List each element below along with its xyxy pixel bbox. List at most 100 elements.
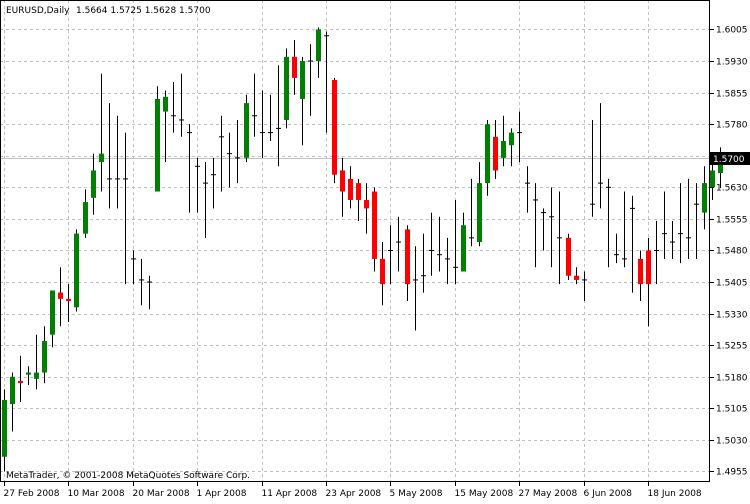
candle <box>34 334 39 390</box>
y-tick-label: 1.5030 <box>716 437 748 447</box>
x-tick-label: 23 Apr 2008 <box>326 489 382 499</box>
candle <box>219 115 224 192</box>
candle-body <box>300 61 305 99</box>
candle <box>598 103 603 209</box>
candle <box>308 44 313 116</box>
candle <box>396 216 401 272</box>
candle <box>356 178 361 222</box>
candle <box>18 355 23 403</box>
candle-body <box>509 132 514 146</box>
candle <box>469 178 474 247</box>
candle <box>477 162 482 247</box>
x-tick-label: 10 Mar 2008 <box>68 489 125 499</box>
candle <box>123 132 128 285</box>
candle <box>66 284 71 323</box>
candle <box>421 233 426 293</box>
candle-body <box>372 191 377 259</box>
candle <box>590 119 595 217</box>
candle-body <box>34 372 39 379</box>
candle <box>702 166 707 230</box>
candle <box>300 56 305 146</box>
candle-body <box>461 225 466 272</box>
candle <box>2 389 7 472</box>
candle-body <box>380 258 385 285</box>
candle-body <box>42 340 47 373</box>
candle-body <box>702 183 707 213</box>
candle <box>686 178 691 259</box>
x-tick-label: 15 May 2008 <box>455 489 514 499</box>
candle <box>372 187 377 272</box>
candle-body <box>284 56 289 120</box>
candle-body <box>99 153 104 163</box>
candle <box>622 191 627 268</box>
candle <box>549 187 554 268</box>
candle <box>131 250 136 285</box>
candle-body <box>74 233 79 308</box>
candle <box>163 90 168 163</box>
candle-body <box>66 298 71 301</box>
candle-body <box>91 170 96 198</box>
candle <box>566 233 571 280</box>
x-tick-label: 11 Apr 2008 <box>262 489 318 499</box>
y-tick-label: 1.6005 <box>716 26 748 36</box>
y-tick-label: 1.5330 <box>716 311 748 321</box>
candle <box>654 221 659 285</box>
candle <box>58 267 63 327</box>
candle <box>211 157 216 209</box>
candle <box>413 246 418 331</box>
candle-body <box>638 258 643 285</box>
candle <box>227 132 232 188</box>
candle <box>171 82 176 133</box>
candle <box>292 39 297 95</box>
current-price-box <box>710 152 750 165</box>
candle <box>203 162 208 238</box>
candle <box>147 275 152 310</box>
candle <box>284 48 289 129</box>
candle <box>453 199 458 285</box>
candle <box>115 115 120 209</box>
candle <box>74 229 79 312</box>
y-tick-label: 1.5855 <box>716 90 748 100</box>
candle-body <box>493 136 498 171</box>
candle <box>678 183 683 264</box>
candle <box>244 94 249 163</box>
candle <box>662 191 667 259</box>
candle-body <box>718 157 723 174</box>
candle <box>364 183 369 234</box>
candle-body <box>710 170 715 188</box>
candle <box>268 94 273 142</box>
y-tick-label: 1.5255 <box>716 342 748 352</box>
y-tick-label: 1.5780 <box>716 121 748 131</box>
candle-body <box>83 202 88 234</box>
candle <box>332 77 337 184</box>
candle <box>582 271 587 301</box>
candle <box>670 221 675 259</box>
candle <box>260 90 265 158</box>
candle-body <box>26 372 31 375</box>
candle <box>91 153 96 215</box>
y-tick-label: 1.5480 <box>716 247 748 257</box>
candle <box>83 189 88 238</box>
x-tick-label: 18 Jun 2008 <box>648 489 702 499</box>
symbol-label: EURUSD,Daily <box>6 6 70 16</box>
candle <box>42 326 47 384</box>
y-tick-label: 1.5405 <box>716 279 748 289</box>
candle <box>606 178 611 268</box>
x-tick-label: 27 May 2008 <box>519 489 578 499</box>
candle <box>614 233 619 264</box>
candle-body <box>58 292 63 299</box>
candle <box>694 183 699 259</box>
y-tick-label: 1.5180 <box>716 374 748 384</box>
candle-body <box>292 56 297 78</box>
candle-body <box>348 178 353 200</box>
candle <box>646 237 651 327</box>
candle-body <box>340 170 345 192</box>
candle <box>485 119 490 196</box>
candle <box>501 115 506 167</box>
y-tick-label: 1.5630 <box>716 184 748 194</box>
candle-body <box>405 229 410 285</box>
candle <box>380 242 385 306</box>
y-tick-label: 1.5105 <box>716 405 748 415</box>
